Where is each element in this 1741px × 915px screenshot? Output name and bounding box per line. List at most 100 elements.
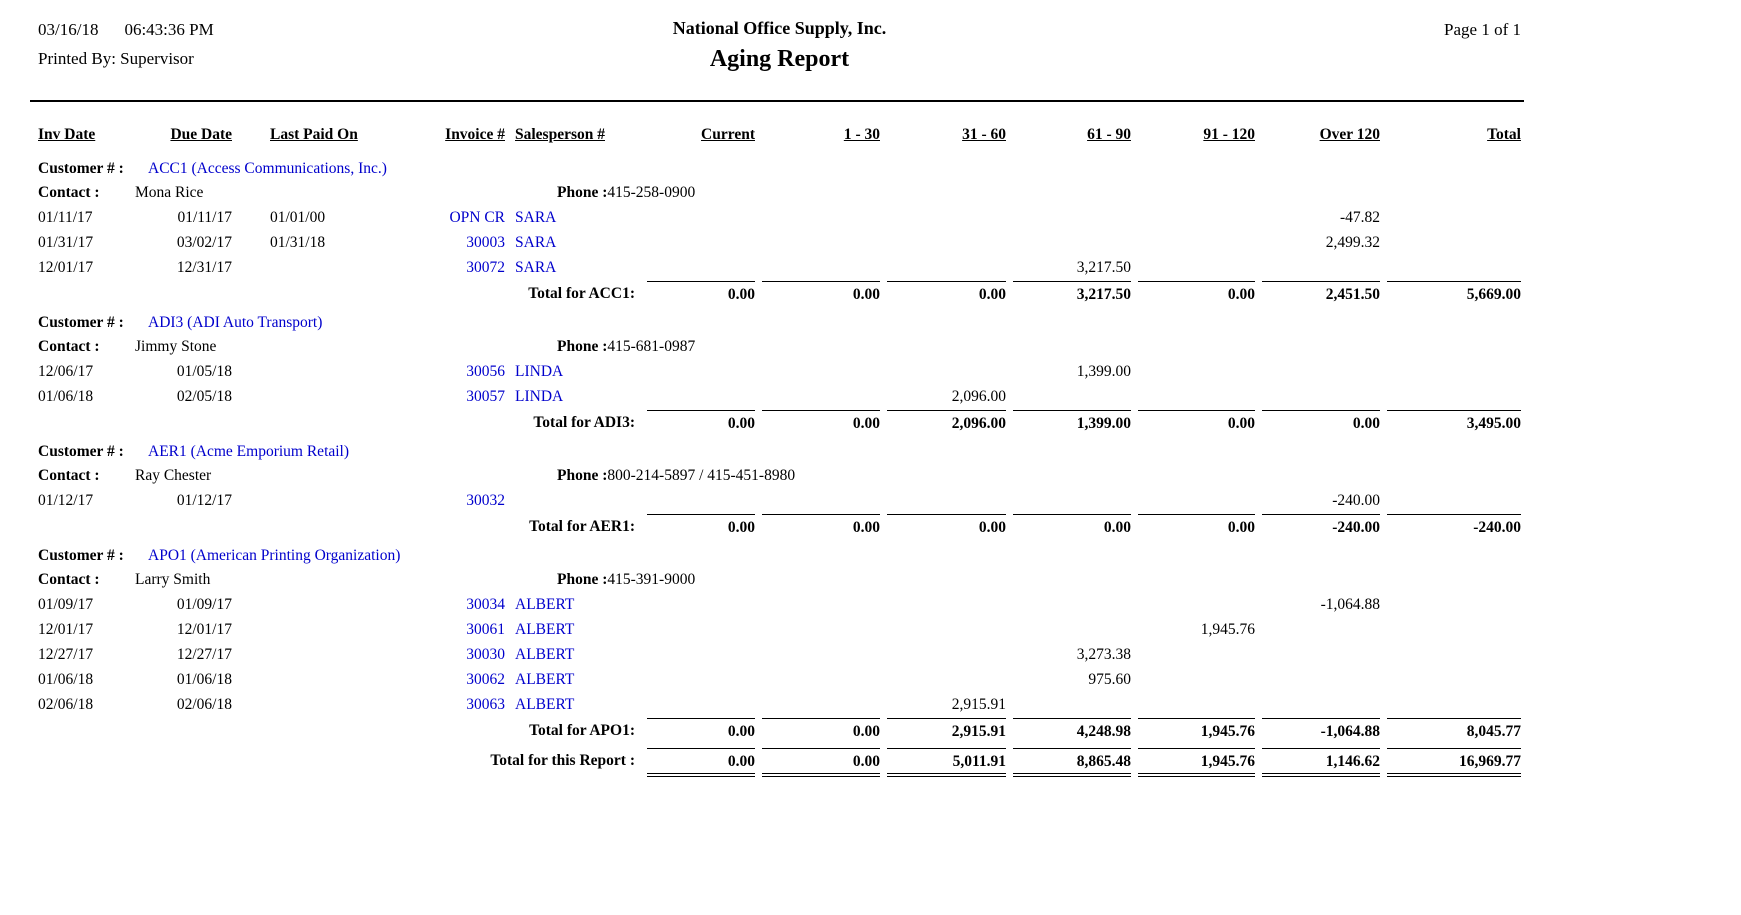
invoice-number-link[interactable]: 30034 — [466, 596, 505, 613]
amount-91-120 — [1131, 359, 1255, 384]
col-header-91-120: 91 - 120 — [1203, 126, 1255, 143]
amount-91-120 — [1131, 205, 1255, 230]
salesperson-id[interactable]: ALBERT — [515, 646, 575, 663]
col-header-cell: Current — [640, 126, 755, 153]
contact-name: Mona Rice — [135, 184, 204, 201]
col-header-cell: Inv Date — [38, 126, 163, 153]
invoice-number-link[interactable]: 30032 — [466, 492, 505, 509]
amount-61-90: 3,217.50 — [1076, 259, 1131, 276]
customer-number-label: Customer # : — [38, 443, 124, 460]
invoice-number-link[interactable]: 30057 — [466, 388, 505, 405]
invoice-number-link[interactable]: 30003 — [466, 234, 505, 251]
amount-current — [640, 617, 755, 642]
amount-61-90: 1,399.00 — [1076, 363, 1131, 380]
amount-1-30 — [755, 230, 880, 255]
amount-over-120 — [1255, 617, 1380, 642]
report-total-row: Total for this Report : 0.00 0.00 5,011.… — [38, 748, 1521, 777]
inv-date: 02/06/18 — [38, 696, 94, 713]
amount-over-120 — [1255, 642, 1380, 667]
invoice-number-link[interactable]: OPN CR — [449, 209, 505, 226]
customer-total-61-90: 1,399.00 — [1013, 410, 1131, 434]
last-paid-on — [232, 359, 370, 384]
amount-total — [1380, 592, 1521, 617]
due-date: 03/02/17 — [176, 234, 232, 251]
salesperson-id[interactable]: LINDA — [515, 363, 564, 380]
invoice-row: 02/06/18 02/06/18 30063 ALBERT 2,915.91 — [38, 692, 1521, 717]
amount-31-60: 2,915.91 — [951, 696, 1006, 713]
customer-total-label: Total for APO1: — [529, 722, 635, 739]
col-header-cell: 31 - 60 — [880, 126, 1006, 153]
salesperson-id[interactable]: ALBERT — [515, 696, 575, 713]
invoice-row: 01/06/18 02/05/18 30057 LINDA 2,096.00 — [38, 384, 1521, 409]
customer-id-link[interactable]: ADI3 (ADI Auto Transport) — [148, 314, 323, 331]
inv-date: 12/27/17 — [38, 646, 94, 663]
customer-line: Customer # : ADI3 (ADI Auto Transport) — [38, 311, 1741, 335]
contact-label: Contact : — [38, 184, 100, 201]
customer-total-current: 0.00 — [647, 410, 755, 434]
customer-total-over-120: 2,451.50 — [1262, 281, 1380, 305]
print-time: 06:43:36 PM — [124, 20, 214, 39]
col-header-salesperson-number: Salesperson # — [515, 126, 605, 143]
last-paid-on — [232, 667, 370, 692]
invoice-number-link[interactable]: 30072 — [466, 259, 505, 276]
report-total-91-120: 1,945.76 — [1138, 748, 1255, 777]
customer-total-current: 0.00 — [647, 718, 755, 742]
amount-91-120 — [1131, 384, 1255, 409]
customer-id-link[interactable]: AER1 (Acme Emporium Retail) — [148, 443, 350, 460]
salesperson-id[interactable]: ALBERT — [515, 596, 575, 613]
amount-current — [640, 205, 755, 230]
invoice-row: 12/01/17 12/31/17 30072 SARA 3,217.50 — [38, 255, 1521, 280]
amount-total — [1380, 488, 1521, 513]
invoice-number-link[interactable]: 30063 — [466, 696, 505, 713]
salesperson-id[interactable] — [507, 488, 640, 513]
invoice-number-link[interactable]: 30056 — [466, 363, 505, 380]
salesperson-id[interactable]: ALBERT — [515, 621, 575, 638]
amount-1-30 — [755, 592, 880, 617]
phone-number: 415-258-0900 — [607, 184, 696, 201]
customer-id-link[interactable]: APO1 (American Printing Organization) — [148, 547, 401, 564]
invoice-number-link[interactable]: 30062 — [466, 671, 505, 688]
column-headers: Inv Date Due Date Last Paid On Invoice #… — [38, 126, 1521, 153]
salesperson-id[interactable]: LINDA — [515, 388, 564, 405]
amount-91-120 — [1131, 230, 1255, 255]
salesperson-id[interactable]: SARA — [515, 234, 557, 251]
customer-total-total: -240.00 — [1387, 514, 1521, 538]
due-date: 12/31/17 — [176, 259, 232, 276]
phone: Phone :800-214-5897 / 415-451-8980 — [557, 464, 795, 488]
report-total-over-120: 1,146.62 — [1262, 748, 1380, 777]
report-title: Aging Report — [709, 46, 850, 72]
col-header-inv-date: Inv Date — [38, 126, 96, 143]
amount-1-30 — [755, 359, 880, 384]
amount-31-60 — [880, 230, 1006, 255]
customer-id-link[interactable]: ACC1 (Access Communications, Inc.) — [148, 160, 387, 177]
last-paid-on — [232, 692, 370, 717]
amount-total — [1380, 384, 1521, 409]
amount-61-90: 3,273.38 — [1076, 646, 1131, 663]
due-date: 01/12/17 — [176, 492, 232, 509]
amount-1-30 — [755, 488, 880, 513]
last-paid-on — [232, 642, 370, 667]
invoice-number-link[interactable]: 30061 — [466, 621, 505, 638]
invoice-number-link[interactable]: 30030 — [466, 646, 505, 663]
customer-total-91-120: 0.00 — [1138, 281, 1255, 305]
customer-total-current: 0.00 — [647, 514, 755, 538]
last-paid-on — [232, 384, 370, 409]
last-paid-on: 01/31/18 — [270, 234, 326, 251]
contact-name: Ray Chester — [135, 467, 212, 484]
amount-current — [640, 384, 755, 409]
customer-total-31-60: 2,915.91 — [887, 718, 1006, 742]
customer-total-31-60: 0.00 — [887, 281, 1006, 305]
customer-total-over-120: -240.00 — [1262, 514, 1380, 538]
print-date: 03/16/18 — [38, 20, 99, 39]
salesperson-id[interactable]: ALBERT — [515, 671, 575, 688]
salesperson-id[interactable]: SARA — [515, 209, 557, 226]
customer-total-row: Total for ADI3: 0.00 0.00 2,096.00 1,399.00 0… — [38, 410, 1521, 434]
amount-over-120: -1,064.88 — [1320, 596, 1380, 613]
amount-1-30 — [755, 205, 880, 230]
last-paid-on — [232, 617, 370, 642]
salesperson-id[interactable]: SARA — [515, 259, 557, 276]
contact-line: Contact : Jimmy Stone Phone :415-681-0987 — [38, 335, 1741, 359]
amount-over-120: -47.82 — [1339, 209, 1380, 226]
invoice-row: 01/06/18 01/06/18 30062 ALBERT 975.60 — [38, 667, 1521, 692]
customer-total-61-90: 0.00 — [1013, 514, 1131, 538]
